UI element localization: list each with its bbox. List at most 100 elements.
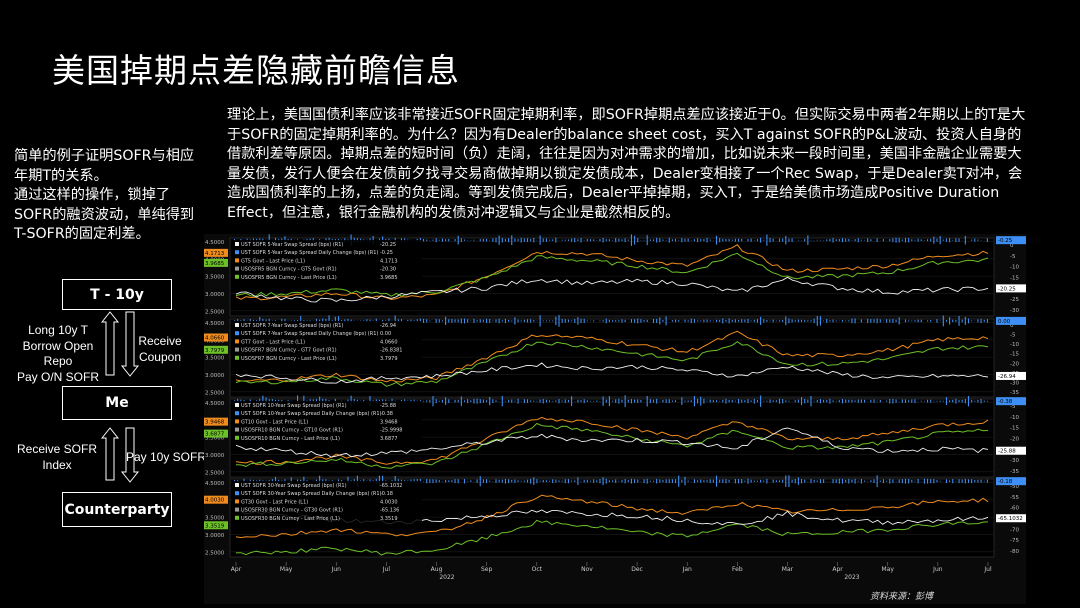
daily-change-bar: [523, 480, 525, 482]
daily-change-bar: [819, 239, 821, 241]
daily-change-bar: [734, 319, 736, 323]
daily-change-bar: [681, 238, 683, 243]
daily-change-bar: [775, 320, 777, 322]
svg-text:3.9685: 3.9685: [205, 261, 225, 267]
daily-change-bar: [665, 399, 667, 403]
right-tick-label: -70: [1010, 527, 1019, 533]
x-tick-label: May: [280, 566, 293, 573]
daily-change-bar: [555, 400, 557, 402]
daily-change-bar: [533, 400, 535, 402]
daily-change-bar: [511, 399, 513, 403]
daily-change-bar: [841, 398, 844, 404]
daily-change-bar: [974, 400, 976, 402]
daily-change-bar: [986, 400, 988, 402]
flow-label-receive-coupon: Receive Coupon: [138, 334, 182, 364]
daily-change-bar: [983, 480, 985, 482]
daily-change-bar: [297, 320, 299, 322]
daily-change-bar: [687, 480, 689, 482]
legend-entry-label: UST SOFR 10-Year Swap Spread Daily Chang…: [241, 411, 382, 417]
daily-change-bar: [618, 320, 620, 322]
daily-change-bar: [927, 399, 929, 403]
daily-change-bar: [539, 235, 541, 245]
daily-change-bar: [930, 320, 932, 322]
daily-change-bar: [797, 319, 799, 323]
daily-change-bar: [832, 400, 834, 402]
daily-change-bar: [744, 480, 746, 482]
daily-change-bar: [290, 320, 292, 322]
daily-change-bar: [662, 399, 664, 403]
legend-entry-label: USOSFR30 BGN Curncy - GT30 Govt (R1): [241, 508, 343, 514]
daily-change-bar: [986, 238, 988, 242]
daily-change-bar: [930, 238, 932, 242]
daily-change-bar: [744, 319, 746, 323]
right-value-badge: [996, 446, 1026, 455]
daily-change-bar: [967, 318, 970, 324]
daily-change-bar: [627, 399, 629, 403]
daily-change-bar: [889, 478, 891, 484]
daily-change-bar: [612, 480, 614, 482]
daily-change-bar: [819, 316, 821, 326]
daily-change-bar: [596, 400, 598, 402]
daily-change-bar: [470, 320, 472, 322]
arrow-up-upper: [100, 311, 120, 376]
daily-change-bar: [719, 479, 721, 483]
daily-change-bar: [882, 320, 884, 322]
daily-change-bar: [898, 479, 900, 483]
chart-panel-4: 4.50004.00003.50003.00002.5000-50-55-60-…: [204, 475, 1026, 558]
daily-change-bar: [879, 319, 881, 323]
daily-change-bar: [738, 398, 740, 404]
right-tick-label: -15: [1010, 352, 1019, 358]
daily-change-bar: [608, 319, 610, 323]
daily-change-bar: [445, 316, 447, 326]
daily-change-bar: [794, 478, 796, 484]
daily-change-bar: [366, 319, 368, 323]
daily-change-bar: [983, 319, 985, 322]
daily-change-bar: [508, 238, 510, 243]
daily-change-bar: [634, 319, 636, 323]
daily-change-bar: [463, 318, 466, 324]
daily-change-bar: [426, 239, 428, 241]
daily-change-bar: [344, 319, 346, 323]
daily-change-bar: [526, 399, 529, 403]
daily-change-bar: [753, 480, 755, 482]
daily-change-bar: [325, 318, 327, 323]
right-tick-label: -5: [1010, 404, 1016, 410]
daily-change-bar: [656, 237, 658, 243]
daily-change-bar: [971, 399, 973, 403]
daily-change-bar: [564, 319, 566, 323]
daily-change-bar: [886, 319, 888, 323]
daily-change-bar: [605, 318, 607, 324]
daily-change-bar: [426, 479, 428, 484]
daily-change-bar: [473, 239, 475, 241]
right-tick-label: -10: [1010, 415, 1019, 421]
legend-entry-label: GT10 Govt - Last Price (L1): [241, 419, 308, 425]
daily-change-bar: [873, 319, 875, 323]
daily-change-bar: [734, 400, 736, 402]
legend-entry-label: USOSFR30 BGN Curncy - Last Price (L1): [241, 516, 340, 522]
daily-change-bar: [640, 319, 642, 323]
daily-change-bar: [971, 479, 973, 484]
daily-change-bar: [495, 319, 497, 323]
right-tick-label: -30: [1010, 458, 1019, 464]
daily-change-bar: [583, 479, 585, 483]
daily-change-bar: [432, 479, 434, 484]
daily-change-bar: [400, 319, 403, 323]
daily-change-bar: [945, 238, 947, 242]
x-tick-label: May: [882, 566, 895, 573]
daily-change-bar: [804, 238, 806, 242]
daily-change-bar: [281, 318, 283, 323]
daily-change-bar: [908, 400, 910, 403]
daily-change-bar: [772, 479, 774, 483]
daily-change-bar: [816, 480, 818, 482]
daily-change-bar: [520, 320, 522, 322]
daily-change-bar: [643, 239, 645, 241]
daily-change-bar: [760, 479, 762, 483]
legend-entry-label: UST SOFR 30-Year Swap Spread (bps) (R1): [241, 483, 347, 489]
daily-change-bar: [860, 319, 862, 323]
left-tick-label: 3.5000: [205, 436, 225, 442]
daily-change-bar: [841, 320, 844, 322]
daily-change-bar: [423, 400, 425, 402]
legend-entry-value: -25.88: [380, 403, 396, 409]
daily-change-bar: [470, 480, 472, 482]
daily-change-bar: [930, 479, 932, 484]
